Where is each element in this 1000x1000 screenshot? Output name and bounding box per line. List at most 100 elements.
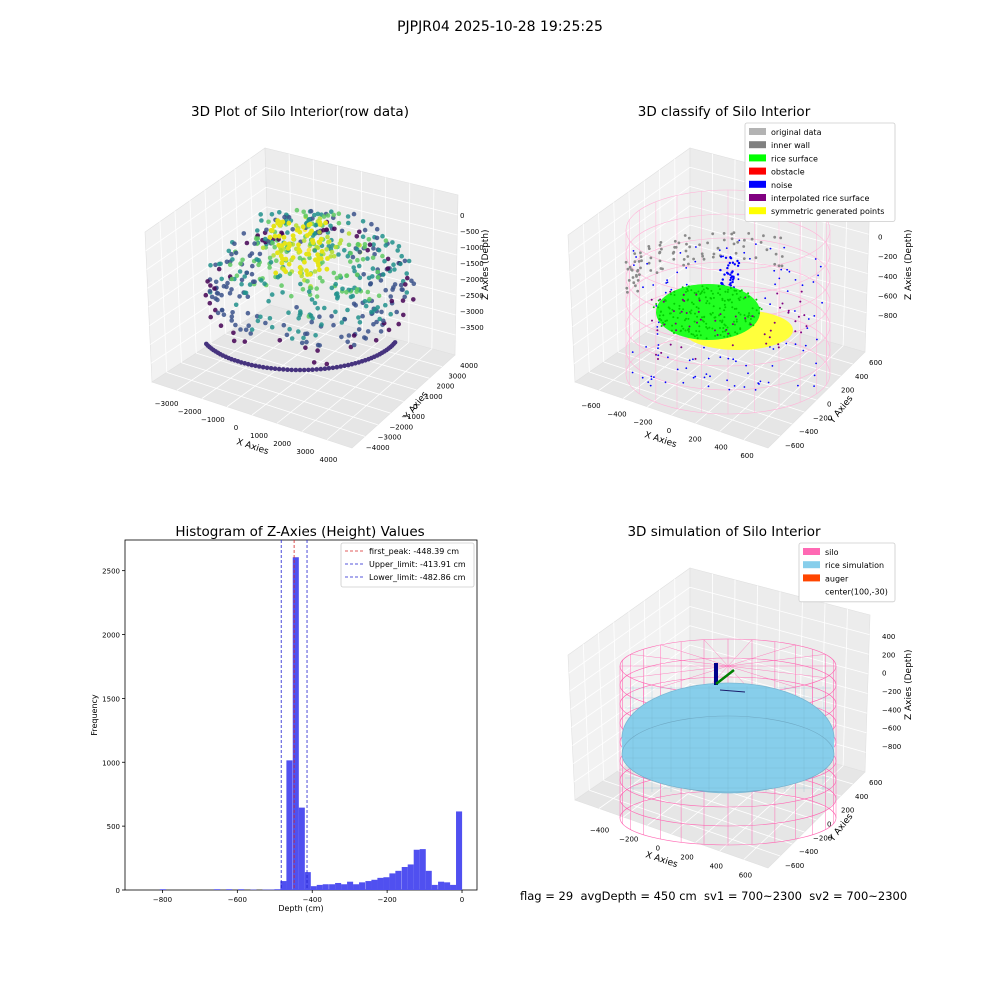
data-point: [348, 344, 354, 350]
tick-label: 4000: [320, 456, 338, 464]
data-point: [286, 215, 292, 220]
wall-point: [635, 273, 638, 277]
rice-point: [737, 311, 740, 314]
rice-point: [705, 302, 708, 305]
data-point: [362, 227, 368, 233]
silo-spoke: [727, 639, 753, 667]
histogram-bar: [377, 877, 384, 890]
noise-point: [743, 386, 746, 388]
rice-point: [684, 329, 687, 332]
noise-point: [783, 246, 786, 249]
data-point: [403, 282, 408, 287]
noise-point: [666, 279, 668, 281]
interpolated-point: [675, 329, 678, 332]
rice-point: [723, 309, 726, 312]
data-point: [325, 213, 331, 218]
wall-point: [639, 255, 643, 258]
data-point: [254, 228, 260, 233]
noise-point: [695, 246, 697, 248]
rice-point: [734, 331, 737, 334]
z-axis-label: Z Axies (Depth): [904, 649, 914, 720]
tick-label: −200: [882, 688, 901, 696]
interpolated-point: [776, 292, 779, 295]
data-point: [237, 294, 242, 299]
rice-point: [714, 334, 717, 337]
data-point: [360, 234, 366, 239]
tick-label: 0: [460, 212, 464, 220]
data-point: [294, 207, 300, 213]
data-point: [350, 254, 356, 260]
data-point: [362, 299, 368, 304]
tick-label: 200: [882, 651, 895, 659]
legend-label: original data: [771, 128, 822, 137]
wall-point: [774, 252, 778, 256]
rice-point: [701, 285, 704, 288]
wall-point: [686, 255, 690, 258]
data-point: [356, 327, 362, 332]
data-point: [286, 310, 291, 316]
data-point: [259, 278, 264, 283]
interpolated-point: [794, 330, 797, 333]
wall-point: [698, 243, 701, 247]
noise-point: [821, 301, 823, 304]
rice-point: [747, 295, 750, 298]
rice-point: [701, 319, 704, 322]
data-point: [368, 281, 373, 287]
rice-point: [682, 327, 685, 330]
tick-label: 4000: [460, 362, 478, 370]
legend-label: rice surface: [771, 154, 818, 163]
data-point: [365, 289, 371, 295]
data-point: [348, 259, 353, 264]
rice-point: [724, 324, 727, 327]
rice-point: [721, 320, 724, 323]
tick-label: 0: [234, 424, 238, 432]
tick-label: 3000: [296, 448, 314, 456]
interpolated-point: [744, 317, 747, 320]
histogram-bars: [159, 557, 463, 890]
noise-point: [747, 372, 749, 375]
wall-point: [692, 257, 695, 261]
legend-swatch: [749, 180, 766, 188]
interpolated-point: [714, 319, 717, 322]
interpolated-point: [655, 353, 657, 356]
data-point: [383, 243, 389, 248]
panel-histogram: Histogram of Z-Axies (Height) Values −80…: [90, 524, 478, 913]
interpolated-point: [768, 336, 771, 339]
data-point: [351, 211, 357, 217]
wall-point: [712, 252, 716, 256]
noise-point: [755, 243, 757, 246]
data-point: [281, 367, 286, 372]
wall-point: [633, 252, 637, 256]
rice-point: [729, 298, 732, 301]
data-point: [306, 289, 312, 294]
gridline: [276, 335, 386, 424]
tick-label: −400: [882, 706, 901, 714]
gridline: [570, 625, 691, 710]
rice-point: [717, 292, 720, 295]
noise-point: [719, 268, 722, 272]
tick-label: 3000: [448, 372, 466, 380]
data-point: [304, 339, 309, 345]
data-point: [380, 253, 385, 259]
wall-point: [722, 232, 726, 235]
data-point: [249, 327, 255, 332]
data-point: [264, 227, 269, 233]
data-point: [250, 263, 255, 269]
noise-point: [804, 344, 807, 347]
histogram-bar: [214, 889, 221, 890]
data-point: [229, 251, 234, 257]
data-point: [355, 242, 361, 247]
data-point: [351, 333, 357, 338]
data-point: [375, 269, 381, 275]
data-point: [310, 367, 315, 373]
x-axis-label: X Axies: [643, 430, 678, 450]
noise-point: [802, 349, 805, 352]
data-point: [231, 330, 236, 336]
rice-point: [727, 288, 730, 291]
data-point: [395, 248, 401, 253]
data-point: [316, 267, 322, 273]
wall-point: [688, 245, 692, 249]
tick-label: 500: [107, 823, 120, 831]
wall-point: [647, 261, 651, 265]
